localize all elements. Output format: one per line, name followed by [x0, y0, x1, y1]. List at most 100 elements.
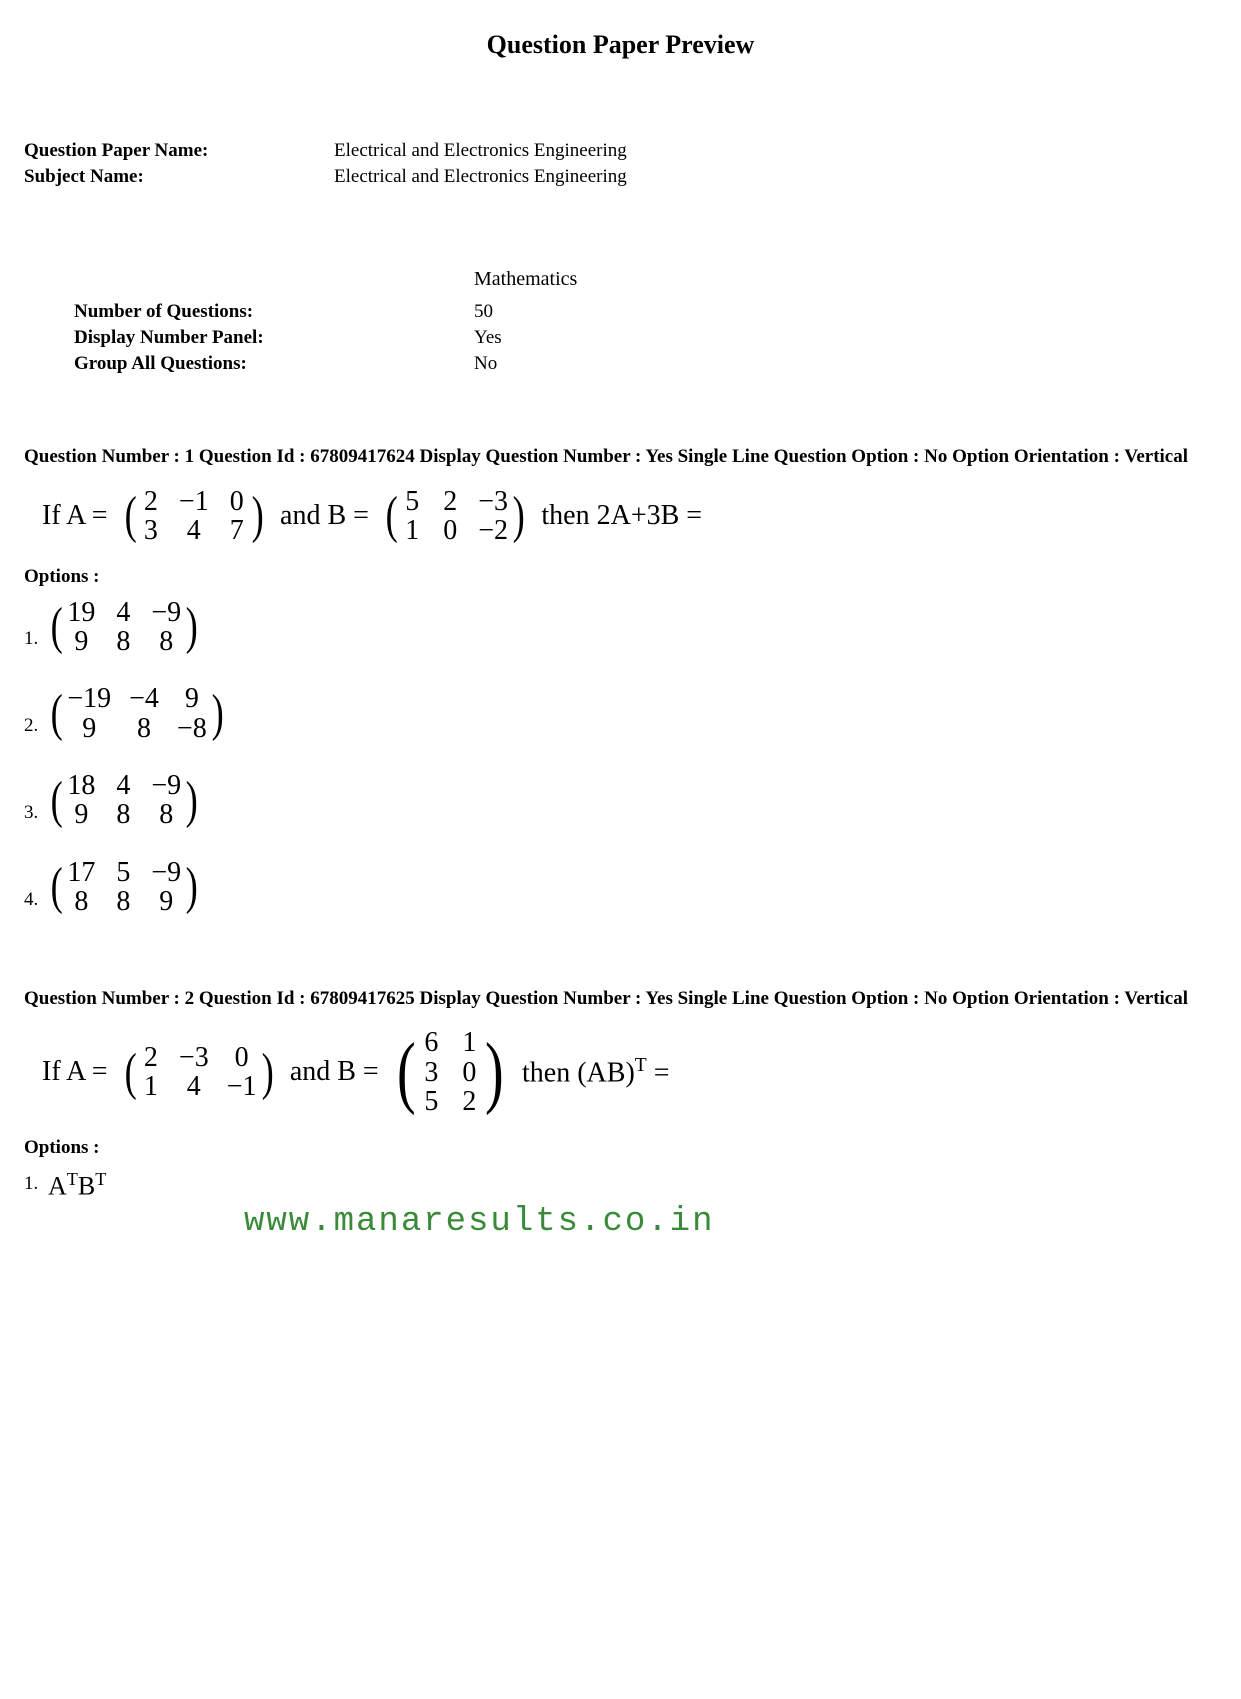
matrix-cell: 3: [421, 1058, 441, 1087]
matrix-cell: −9: [151, 771, 181, 800]
matrix-cell: 5: [402, 487, 422, 516]
meta-row-num-questions: Number of Questions: 50: [24, 301, 1217, 323]
matrix-cell: 9: [177, 684, 207, 713]
group-all-label: Group All Questions:: [74, 353, 474, 375]
q2-suffix2: =: [647, 1058, 670, 1089]
matrix-cell: 4: [179, 1072, 209, 1101]
matrix-cell: 0: [440, 516, 460, 545]
section-metadata: Mathematics Number of Questions: 50 Disp…: [24, 268, 1217, 375]
option-matrix: (17858−99): [48, 858, 200, 917]
group-all-value: No: [474, 353, 497, 375]
meta-row-display-panel: Display Number Panel: Yes: [24, 327, 1217, 349]
num-questions-value: 50: [474, 301, 493, 323]
matrix-cell: −19: [67, 684, 111, 713]
matrix-cell: 18: [67, 771, 95, 800]
q1-matrix-b: (5120−3−2): [383, 487, 527, 546]
matrix-cell: 5: [113, 858, 133, 887]
matrix-cell: 1: [459, 1028, 479, 1057]
matrix-cell: 8: [129, 714, 159, 743]
matrix-cell: 1: [402, 516, 422, 545]
q2-body: If A = (21−340−1) and B = (635102) then …: [42, 1028, 1217, 1116]
q2-matrix-a: (21−340−1): [122, 1043, 276, 1102]
matrix-cell: −9: [151, 598, 181, 627]
matrix-cell: 3: [141, 516, 161, 545]
q1-suffix: then 2A+3B =: [541, 500, 702, 532]
matrix-cell: 2: [141, 1043, 161, 1072]
option-number: 1.: [24, 628, 48, 650]
subject-name-label: Subject Name:: [24, 166, 334, 188]
option-number: 2.: [24, 715, 48, 737]
q1-mid: and B =: [280, 500, 369, 532]
matrix-cell: 8: [113, 800, 133, 829]
q1-matrix-a: (23−1407): [122, 487, 266, 546]
subject-name-value: Electrical and Electronics Engineering: [334, 166, 627, 188]
paper-metadata: Question Paper Name: Electrical and Elec…: [24, 140, 1217, 188]
q2-prefix: If A =: [42, 1056, 108, 1088]
q1-options-label: Options :: [24, 566, 1217, 588]
page-title: Question Paper Preview: [24, 30, 1217, 60]
meta-row-group-all: Group All Questions: No: [24, 353, 1217, 375]
q2-opt1-b: B: [78, 1171, 95, 1200]
display-panel-label: Display Number Panel:: [74, 327, 474, 349]
matrix-cell: 5: [421, 1087, 441, 1116]
matrix-cell: −3: [179, 1043, 209, 1072]
option-matrix: (−199−489−8): [48, 684, 226, 743]
paper-name-value: Electrical and Electronics Engineering: [334, 140, 627, 162]
matrix-cell: 8: [67, 887, 95, 916]
q2-opt1-b-sup: T: [95, 1169, 106, 1189]
matrix-cell: 9: [151, 887, 181, 916]
matrix-cell: 8: [113, 627, 133, 656]
matrix-cell: −4: [129, 684, 159, 713]
meta-row-subject-name: Subject Name: Electrical and Electronics…: [24, 166, 1217, 188]
q1-option-4: 4.(17858−99): [24, 858, 1217, 917]
q2-options: 1. ATBT: [24, 1169, 1217, 1202]
matrix-cell: 0: [459, 1058, 479, 1087]
q2-suffix1: then (AB): [522, 1058, 635, 1089]
q2-opt1-expr: ATBT: [48, 1169, 106, 1202]
q2-options-label: Options :: [24, 1137, 1217, 1159]
watermark: www.manaresults.co.in: [244, 1203, 1241, 1241]
matrix-cell: 8: [151, 800, 181, 829]
paper-name-label: Question Paper Name:: [24, 140, 334, 162]
matrix-cell: −9: [151, 858, 181, 887]
matrix-cell: 9: [67, 627, 95, 656]
option-number: 4.: [24, 889, 48, 911]
q2-mid: and B =: [290, 1056, 379, 1088]
matrix-cell: 8: [113, 887, 133, 916]
q2-opt1-a-sup: T: [67, 1169, 78, 1189]
matrix-cell: −2: [478, 516, 508, 545]
matrix-cell: 1: [141, 1072, 161, 1101]
q1-options: 1.(19948−98)2.(−199−489−8)3.(18948−98)4.…: [24, 598, 1217, 917]
matrix-cell: 9: [67, 800, 95, 829]
matrix-cell: −8: [177, 714, 207, 743]
matrix-cell: 2: [440, 487, 460, 516]
display-panel-value: Yes: [474, 327, 502, 349]
matrix-cell: 4: [113, 598, 133, 627]
q1-body: If A = (23−1407) and B = (5120−3−2) then…: [42, 487, 1217, 546]
option-matrix: (18948−98): [48, 771, 200, 830]
matrix-cell: 2: [141, 487, 161, 516]
meta-row-paper-name: Question Paper Name: Electrical and Elec…: [24, 140, 1217, 162]
q1-prefix: If A =: [42, 500, 108, 532]
q1-option-1: 1.(19948−98): [24, 598, 1217, 657]
matrix-cell: 8: [151, 627, 181, 656]
q1-option-3: 3.(18948−98): [24, 771, 1217, 830]
q1-option-2: 2.(−199−489−8): [24, 684, 1217, 743]
matrix-cell: 4: [179, 516, 209, 545]
matrix-cell: −1: [179, 487, 209, 516]
option-matrix: (19948−98): [48, 598, 200, 657]
matrix-cell: −1: [227, 1072, 257, 1101]
matrix-cell: 19: [67, 598, 95, 627]
q2-matrix-b: (635102): [393, 1028, 508, 1116]
q1-header: Question Number : 1 Question Id : 678094…: [24, 445, 1217, 469]
matrix-cell: 0: [227, 487, 247, 516]
q2-suffix: then (AB)T =: [522, 1055, 670, 1089]
option-number: 3.: [24, 802, 48, 824]
q2-suffix-sup: T: [635, 1055, 647, 1076]
matrix-cell: 2: [459, 1087, 479, 1116]
matrix-cell: 0: [227, 1043, 257, 1072]
matrix-cell: 6: [421, 1028, 441, 1057]
q2-header: Question Number : 2 Question Id : 678094…: [24, 987, 1217, 1011]
q2-option-1: 1. ATBT: [24, 1169, 1217, 1202]
matrix-cell: 17: [67, 858, 95, 887]
